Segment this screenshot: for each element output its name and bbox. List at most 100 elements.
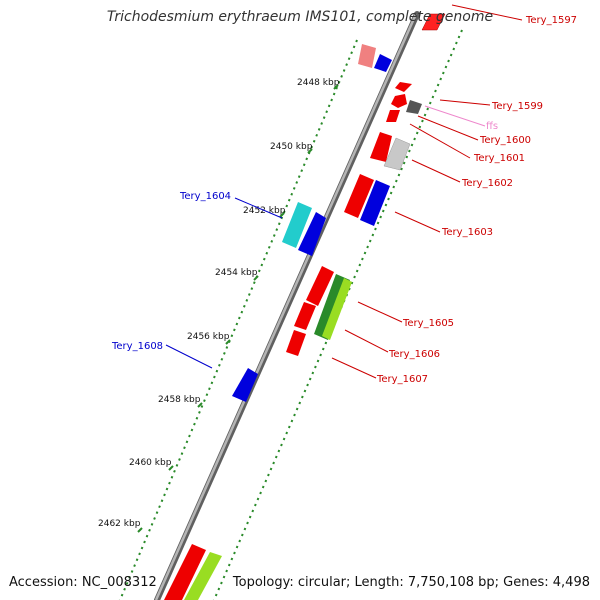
guide-dot bbox=[183, 446, 186, 450]
guide-dot bbox=[350, 51, 353, 55]
accession-text: Accession: NC_008312 bbox=[9, 575, 157, 590]
guide-dot bbox=[368, 239, 372, 243]
guide-dot bbox=[280, 443, 283, 447]
gene-tery-1605-lime bbox=[322, 278, 352, 340]
guide-dot bbox=[238, 539, 242, 543]
guide-dot bbox=[133, 564, 136, 568]
guide-dot bbox=[444, 65, 448, 69]
tick-mark bbox=[333, 84, 339, 90]
guide-dot bbox=[272, 461, 275, 465]
guide-dot bbox=[230, 557, 234, 561]
guide-dot bbox=[314, 365, 317, 369]
guide-dot bbox=[352, 45, 356, 49]
label-tery-1608: Tery_1608 bbox=[111, 341, 163, 352]
guide-dot bbox=[460, 29, 463, 33]
guide-dot bbox=[185, 440, 189, 444]
label-tery-1601: Tery_1601 bbox=[473, 153, 525, 164]
guide-dot bbox=[282, 437, 286, 441]
guide-dot bbox=[262, 257, 266, 261]
guide-dot bbox=[319, 353, 322, 357]
guide-dot bbox=[340, 74, 343, 78]
gene-tery-1604-blue bbox=[298, 212, 326, 256]
guide-dot bbox=[405, 155, 409, 159]
guide-dot bbox=[327, 104, 331, 108]
guide-dot bbox=[243, 304, 246, 308]
guide-dot bbox=[205, 393, 209, 397]
guide-dot bbox=[195, 416, 199, 420]
gene-tery-1601 bbox=[370, 132, 392, 162]
guide-dot bbox=[120, 593, 124, 597]
guide-dot bbox=[203, 399, 206, 402]
guide-dot bbox=[188, 434, 191, 438]
guide-dot bbox=[305, 157, 309, 161]
tick-label-2448: 2448 kbp bbox=[297, 78, 340, 88]
guide-dot bbox=[303, 389, 307, 393]
guide-dot bbox=[235, 322, 239, 326]
guide-dot bbox=[410, 143, 414, 147]
guide-dot bbox=[254, 503, 257, 507]
gene-tery-1608 bbox=[232, 368, 258, 402]
guide-dot bbox=[452, 47, 456, 51]
gene-tery-1607 bbox=[286, 330, 306, 356]
guide-dot bbox=[240, 533, 244, 537]
guide-dot bbox=[347, 57, 351, 61]
guide-dot bbox=[259, 491, 262, 495]
guide-dot bbox=[250, 287, 254, 290]
gene-tery-1605-red bbox=[306, 266, 334, 306]
guide-dot bbox=[240, 310, 244, 314]
guide-dot bbox=[355, 39, 358, 43]
guide-dot bbox=[213, 375, 216, 379]
guide-dot bbox=[330, 98, 333, 102]
guide-dot bbox=[321, 347, 325, 351]
guide-dot bbox=[243, 527, 247, 531]
label-tery-1605: Tery_1605 bbox=[402, 318, 454, 329]
tick-label-2454: 2454 kbp bbox=[215, 268, 258, 278]
guide-dot bbox=[270, 240, 274, 243]
label-ffs: ffs bbox=[486, 121, 498, 132]
guide-dot bbox=[150, 522, 154, 526]
guide-dot bbox=[267, 245, 271, 249]
guide-dot bbox=[245, 298, 249, 302]
guide-dot bbox=[230, 334, 234, 338]
guide-dot bbox=[168, 481, 171, 485]
guide-dot bbox=[246, 521, 249, 525]
genome-backbone bbox=[154, 11, 420, 600]
guide-dot bbox=[173, 469, 176, 473]
guide-dot bbox=[264, 479, 268, 483]
guide-dot bbox=[353, 275, 356, 279]
guide-dot bbox=[447, 59, 450, 63]
guide-dot bbox=[400, 167, 403, 171]
guide-dot bbox=[441, 71, 445, 75]
guide-dot bbox=[308, 377, 312, 381]
tick-label-2460: 2460 kbp bbox=[129, 458, 172, 468]
guide-dot bbox=[290, 192, 294, 196]
gene-tery-1602 bbox=[383, 137, 411, 171]
guide-dot bbox=[316, 359, 320, 363]
guide-dot bbox=[387, 197, 390, 201]
label-tery-1599: Tery_1599 bbox=[491, 101, 543, 112]
guide-dot bbox=[322, 116, 326, 120]
guide-dot bbox=[320, 122, 324, 125]
guide-dot bbox=[285, 431, 289, 435]
guide-dot bbox=[366, 245, 369, 249]
guide-dot bbox=[300, 169, 304, 173]
guide-dot bbox=[238, 316, 241, 320]
guide-dot bbox=[350, 281, 354, 285]
guide-dot bbox=[260, 263, 264, 267]
guide-dot bbox=[342, 69, 346, 72]
guide-dot bbox=[384, 203, 388, 207]
label-tery-1600: Tery_1600 bbox=[479, 135, 531, 146]
guide-dot bbox=[332, 92, 336, 96]
guide-dot bbox=[449, 53, 453, 57]
guide-dot bbox=[371, 233, 375, 237]
guide-dot bbox=[210, 381, 214, 385]
label-tery-1604: Tery_1604 bbox=[179, 191, 231, 202]
guide-dot bbox=[274, 455, 278, 459]
tick-mark bbox=[307, 148, 313, 154]
tick-mark bbox=[197, 402, 203, 408]
label-tery-1602: Tery_1602 bbox=[461, 178, 513, 189]
guide-dot bbox=[123, 587, 126, 591]
guide-dot bbox=[160, 499, 164, 503]
guide-dot bbox=[402, 161, 406, 165]
tick-mark bbox=[225, 339, 231, 345]
